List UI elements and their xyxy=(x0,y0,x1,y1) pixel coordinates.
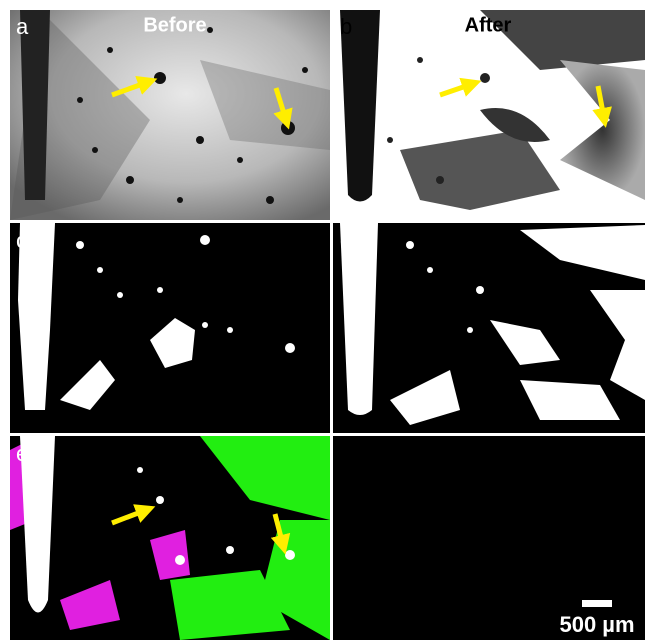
image-shape xyxy=(117,292,123,298)
scale-bar xyxy=(582,600,612,607)
image-shape xyxy=(200,235,210,245)
image-shape xyxy=(237,157,243,163)
image-shape xyxy=(92,147,98,153)
panel-e xyxy=(10,436,330,640)
image-shape xyxy=(154,72,166,84)
panel-c xyxy=(10,223,330,433)
panel-title: Before xyxy=(143,15,206,37)
image-shape xyxy=(77,97,83,103)
image-shape xyxy=(417,57,423,63)
figure: 500 µm a Before b After c d e xyxy=(0,0,645,640)
image-shape xyxy=(97,267,103,273)
panel-b xyxy=(333,10,645,220)
image-shape xyxy=(302,67,308,73)
image-shape xyxy=(126,176,134,184)
panel-d xyxy=(333,223,645,433)
panel-label: a xyxy=(16,14,29,39)
scale-panel xyxy=(333,436,645,640)
image-shape xyxy=(175,555,185,565)
image-shape xyxy=(156,496,164,504)
image-shape xyxy=(76,241,84,249)
image-shape xyxy=(202,322,208,328)
image-shape xyxy=(387,137,393,143)
image-shape xyxy=(177,197,183,203)
image-shape xyxy=(467,327,473,333)
image-shape xyxy=(436,176,444,184)
panel-label: d xyxy=(340,228,352,253)
image-shape xyxy=(476,286,484,294)
image-shape xyxy=(281,121,295,135)
image-shape xyxy=(227,327,233,333)
panel-a xyxy=(10,10,330,220)
image-shape xyxy=(406,241,414,249)
scale-label: 500 µm xyxy=(559,612,634,637)
panel-title: After xyxy=(465,15,512,37)
image-shape xyxy=(285,550,295,560)
panel-label: c xyxy=(16,228,27,253)
image-shape xyxy=(137,467,143,473)
image-shape xyxy=(226,546,234,554)
image-shape xyxy=(266,196,274,204)
page: {"panels": [ {"label": "a", "title": "Be… xyxy=(0,0,645,640)
body: 500 µm a Before b After c d e (() => { c… xyxy=(0,0,645,640)
image-shape xyxy=(285,343,295,353)
panel-label: b xyxy=(340,14,352,39)
image-shape xyxy=(427,267,433,273)
image-shape xyxy=(207,27,213,33)
image-shape xyxy=(107,47,113,53)
image-shape xyxy=(480,73,490,83)
image-shape xyxy=(196,136,204,144)
panel-label: e xyxy=(16,441,28,466)
image-shape xyxy=(157,287,163,293)
